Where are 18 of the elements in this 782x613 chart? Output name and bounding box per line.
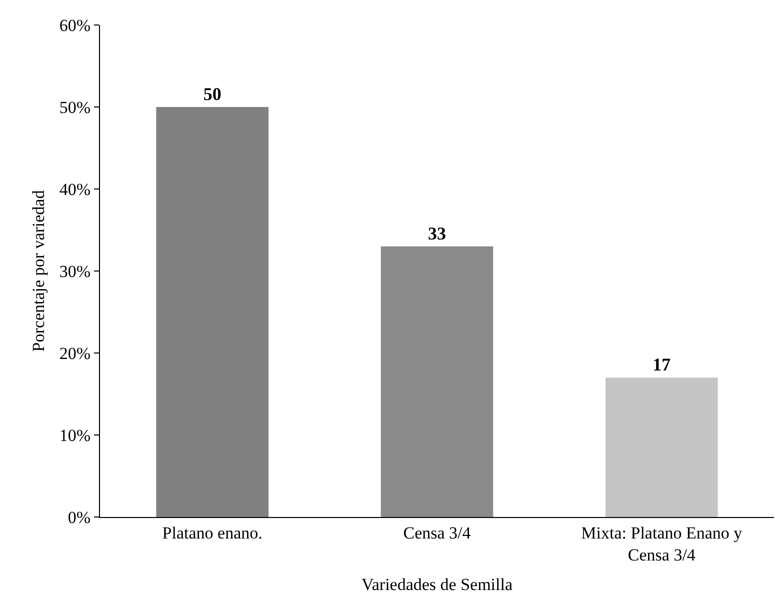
x-tick-label: Censa 3/4 — [403, 523, 472, 542]
bar — [380, 246, 494, 517]
data-label: 33 — [428, 223, 446, 244]
bar — [156, 107, 268, 517]
x-tick-label: Mixta: Platano Enano y Censa 3/4 — [581, 523, 743, 564]
y-tick-label: 30% — [59, 262, 91, 281]
bar — [606, 378, 718, 517]
y-tick-label: 0% — [68, 508, 91, 527]
x-tick-label: Platano enano. — [162, 523, 262, 542]
y-tick-label: 40% — [59, 180, 91, 199]
y-tick-label: 50% — [59, 98, 91, 117]
y-tick-label: 10% — [59, 426, 91, 445]
y-axis-title: Porcentaje por variedad — [28, 190, 48, 352]
x-axis-title: Variedades de Semilla — [361, 574, 513, 594]
data-label: 17 — [652, 354, 671, 375]
data-label: 50 — [203, 84, 222, 104]
y-tick-label: 20% — [59, 344, 91, 363]
y-tick-label: 60% — [59, 16, 91, 35]
